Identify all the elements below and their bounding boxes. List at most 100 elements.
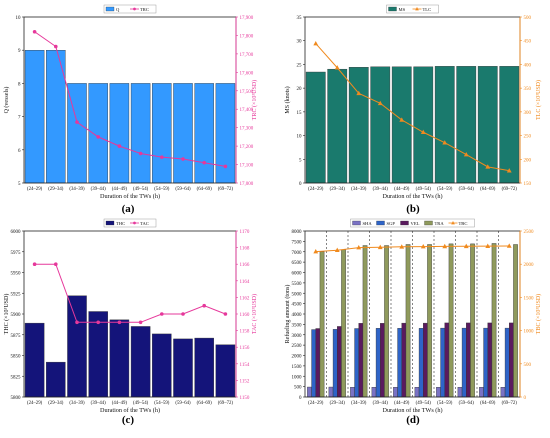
- bar-thc-3: [88, 311, 108, 398]
- bar-tra-4: [405, 244, 411, 398]
- left-tick-label-4: 5900: [11, 313, 22, 318]
- marker-trc-4: [117, 144, 122, 148]
- marker-tlc-0: [313, 40, 319, 46]
- legend-box: [350, 218, 475, 228]
- bar-q-3: [88, 83, 108, 184]
- marker-tac-8: [202, 303, 206, 308]
- line-tac: [34, 263, 226, 323]
- x-axis-title: Duration of the TWs (h): [100, 407, 160, 414]
- bar-tra-7: [470, 243, 475, 398]
- bar-tra-8: [491, 243, 497, 398]
- marker-tbc-7: [463, 243, 469, 249]
- marker-tbc-8: [485, 243, 491, 248]
- x-tick-label-3: (39–44): [373, 187, 389, 192]
- bar-sha-5: [414, 387, 420, 398]
- left-tick-label-7: 35: [297, 16, 303, 21]
- left-tick-label-8: 6000: [11, 230, 22, 235]
- legend-label-vel: VEL: [411, 221, 420, 226]
- x-tick-label-6: (54–59): [437, 401, 453, 406]
- bar-sha-4: [393, 387, 398, 398]
- left-tick-label-3: 8: [18, 82, 21, 87]
- right-tick-label-2: 250: [524, 135, 532, 140]
- x-tick-label-8: (64–69): [197, 187, 213, 192]
- marker-tbc-3: [377, 244, 383, 250]
- left-axis-title: THC (×10³USD): [3, 294, 10, 335]
- x-tick-label-1: (29–34): [48, 401, 64, 406]
- x-tick-label-0: (24–29): [308, 187, 324, 192]
- x-tick-label-0: (24–29): [27, 401, 43, 406]
- left-tick-label-4: 9: [18, 49, 21, 54]
- marker-trc-0: [32, 29, 37, 34]
- legend-swatch-tra: [424, 220, 433, 226]
- bar-q-8: [194, 83, 214, 184]
- left-tick-label-7: 5975: [11, 251, 22, 256]
- panel-label: (d): [406, 414, 420, 426]
- x-tick-label-4: (44–49): [394, 401, 410, 406]
- right-tick-label-0: 17,000: [240, 182, 254, 187]
- right-tick-label-3: 17,300: [240, 127, 254, 132]
- marker-tlc-9: [506, 168, 512, 173]
- marker-tac-1: [54, 262, 58, 267]
- line-tbc: [315, 245, 510, 253]
- right-tick-label-1: 1152: [240, 379, 250, 384]
- bar-vel-7: [466, 322, 471, 398]
- right-tick-label-2: 1154: [240, 363, 250, 368]
- legend-label-sha: SHA: [363, 221, 373, 226]
- x-tick-label-8: (64–69): [480, 401, 496, 406]
- left-tick-label-6: 3000: [292, 334, 303, 339]
- legend-label-sgp: SGP: [387, 221, 396, 226]
- marker-trc-7: [181, 157, 185, 161]
- x-tick-label-5: (49–54): [416, 187, 432, 192]
- bar-sgp-5: [418, 328, 424, 398]
- marker-tbc-1: [334, 247, 340, 253]
- bar-ms-1: [327, 68, 348, 184]
- x-tick-label-0: (24–29): [308, 401, 324, 406]
- marker-tac-6: [160, 312, 164, 316]
- x-tick-label-8: (64–69): [480, 187, 496, 192]
- bar-sgp-1: [332, 329, 338, 398]
- bar-sha-3: [371, 387, 377, 398]
- x-tick-label-5: (49–54): [416, 401, 432, 406]
- bar-vel-0: [315, 328, 321, 398]
- bar-thc-4: [109, 319, 130, 398]
- right-axis-title: TBC (×10³USD): [535, 294, 542, 334]
- bar-sha-2: [350, 387, 355, 398]
- left-axis-title: MS (knots): [284, 86, 291, 113]
- left-tick-label-13: 6500: [292, 261, 303, 266]
- bar-q-7: [173, 83, 193, 184]
- right-tick-label-0: 0: [524, 396, 527, 401]
- right-tick-label-5: 1160: [240, 313, 250, 318]
- legend-label-q: Q: [116, 7, 120, 12]
- left-tick-label-1: 5825: [11, 375, 22, 380]
- x-tick-label-0: (24–29): [27, 187, 43, 192]
- left-tick-label-9: 4500: [292, 303, 303, 308]
- marker-tac-2: [75, 320, 79, 325]
- bar-sha-0: [307, 386, 312, 398]
- legend-label-tlc: TLC: [423, 7, 432, 12]
- right-tick-label-4: 350: [524, 87, 532, 92]
- left-tick-label-1: 6: [18, 149, 21, 154]
- right-tick-label-3: 1500: [524, 296, 535, 301]
- x-tick-label-9: (69–72): [502, 401, 518, 406]
- x-tick-label-5: (49–54): [133, 187, 149, 192]
- bar-ms-0: [305, 71, 326, 184]
- right-tick-label-2: 17,200: [240, 145, 254, 150]
- x-tick-label-4: (44–49): [112, 401, 128, 406]
- right-tick-label-4: 17,400: [240, 108, 254, 113]
- x-tick-label-9: (69–72): [502, 187, 518, 192]
- line-tlc: [315, 43, 510, 172]
- marker-tac-4: [117, 320, 122, 325]
- marker-tlc-6: [442, 140, 448, 145]
- marker-tac-7: [181, 312, 185, 316]
- left-tick-label-1: 500: [294, 386, 302, 391]
- marker-tlc-1: [334, 65, 340, 70]
- panel-label: (a): [122, 203, 135, 215]
- legend-swatch-q: [105, 6, 115, 12]
- x-tick-label-3: (39–44): [91, 401, 107, 406]
- bar-vel-5: [423, 322, 428, 398]
- legend-swatch-vel: [400, 220, 409, 226]
- bar-tra-0: [319, 251, 325, 398]
- left-tick-label-4: 20: [297, 87, 303, 92]
- left-tick-label-6: 30: [297, 40, 303, 45]
